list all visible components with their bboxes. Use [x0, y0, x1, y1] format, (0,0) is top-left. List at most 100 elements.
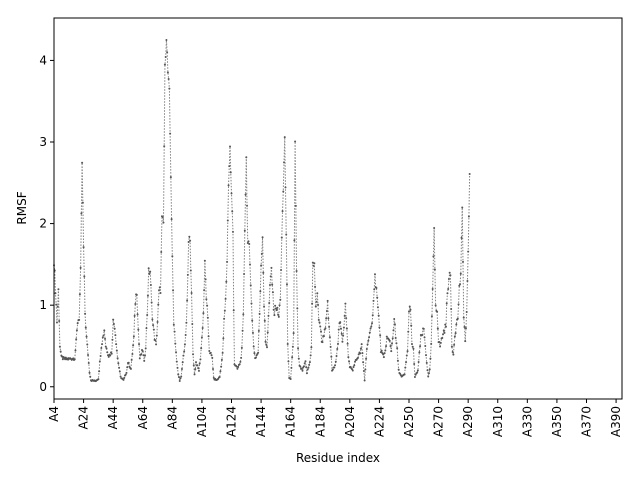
y-tick-label: 4	[39, 53, 47, 67]
rmsf-point	[161, 216, 164, 219]
rmsf-point	[304, 360, 307, 363]
rmsf-point	[134, 302, 137, 305]
rmsf-point	[166, 71, 169, 74]
rmsf-point	[303, 362, 306, 365]
rmsf-point	[178, 379, 181, 382]
rmsf-point	[311, 302, 314, 305]
rmsf-point	[396, 347, 399, 350]
rmsf-point	[190, 292, 193, 295]
rmsf-point	[306, 368, 309, 371]
rmsf-point	[282, 190, 285, 193]
rmsf-point	[309, 354, 312, 357]
rmsf-series-line	[53, 40, 471, 382]
rmsf-point	[165, 39, 168, 42]
rmsf-point	[175, 360, 178, 363]
rmsf-point	[167, 78, 170, 81]
rmsf-point	[341, 340, 344, 343]
rmsf-point	[369, 327, 372, 330]
rmsf-point	[442, 333, 445, 336]
rmsf-point	[434, 304, 437, 307]
rmsf-point	[403, 373, 406, 376]
rmsf-point	[453, 335, 456, 338]
rmsf-point	[337, 342, 339, 345]
rmsf-point	[112, 323, 115, 326]
rmsf-point	[455, 323, 458, 326]
rmsf-point	[425, 354, 428, 357]
rmsf-point	[461, 260, 464, 263]
rmsf-point	[189, 239, 192, 242]
rmsf-point	[246, 242, 249, 244]
rmsf-point	[328, 336, 331, 339]
rmsf-point	[263, 319, 266, 322]
rmsf-point	[432, 255, 435, 258]
rmsf-point	[331, 368, 334, 371]
rmsf-point	[448, 271, 451, 274]
rmsf-point	[266, 331, 269, 334]
rmsf-point	[413, 376, 416, 379]
x-tick-label: A44	[106, 406, 120, 429]
rmsf-point	[115, 343, 118, 346]
rmsf-point	[405, 354, 408, 357]
rmsf-point	[281, 210, 284, 213]
rmsf-point	[56, 305, 59, 308]
rmsf-point	[246, 204, 249, 207]
rmsf-point	[238, 363, 241, 366]
rmsf-point	[177, 376, 180, 379]
rmsf-point	[245, 156, 248, 159]
rmsf-point	[390, 342, 393, 345]
rmsf-point	[408, 305, 411, 308]
rmsf-point	[324, 327, 327, 330]
rmsf-point	[143, 359, 146, 362]
rmsf-point	[243, 229, 246, 232]
y-tick-label: 2	[39, 217, 47, 231]
rmsf-point	[384, 349, 387, 352]
rmsf-point	[158, 289, 161, 292]
rmsf-point	[428, 368, 431, 371]
rmsf-point	[300, 367, 303, 370]
rmsf-point	[237, 365, 240, 368]
rmsf-point	[426, 369, 429, 372]
rmsf-point	[220, 365, 223, 368]
rmsf-point	[130, 358, 133, 361]
rmsf-point	[413, 363, 416, 366]
rmsf-point	[466, 280, 469, 283]
rmsf-point	[177, 373, 180, 376]
x-axis: A4 A24 A44 A64 A84 A104 A124 A144 A164 A184 A204 A2…	[47, 399, 623, 437]
rmsf-point	[290, 366, 293, 369]
rmsf-point	[87, 353, 90, 356]
rmsf-point	[375, 287, 378, 290]
rmsf-point	[75, 329, 78, 332]
rmsf-point	[242, 313, 245, 316]
x-axis-label: Residue index	[296, 451, 380, 465]
rmsf-point	[377, 314, 380, 317]
rmsf-point	[58, 345, 61, 348]
rmsf-point	[445, 302, 448, 305]
rmsf-point	[206, 304, 209, 307]
rmsf-point	[342, 326, 345, 329]
rmsf-point	[271, 283, 274, 286]
rmsf-point	[459, 272, 462, 275]
rmsf-point	[464, 327, 467, 330]
rmsf-point	[412, 347, 415, 350]
rmsf-point	[348, 360, 351, 363]
rmsf-point	[155, 334, 158, 337]
rmsf-point	[147, 267, 150, 270]
rmsf-point	[421, 333, 424, 336]
rmsf-point	[240, 346, 243, 349]
rmsf-point	[106, 351, 109, 354]
rmsf-point	[293, 239, 296, 242]
rmsf-point	[422, 327, 425, 330]
rmsf-point	[146, 314, 149, 317]
rmsf-point	[322, 335, 325, 338]
plot-area	[53, 39, 471, 383]
rmsf-point	[363, 379, 366, 382]
rmsf-point	[396, 359, 399, 362]
rmsf-point	[416, 369, 419, 372]
rmsf-point	[371, 322, 374, 325]
rmsf-point	[459, 283, 462, 286]
x-tick-label: A104	[195, 406, 209, 437]
rmsf-point	[149, 270, 152, 273]
rmsf-point	[373, 288, 376, 291]
rmsf-point	[318, 321, 321, 324]
x-tick-label: A350	[550, 406, 564, 437]
